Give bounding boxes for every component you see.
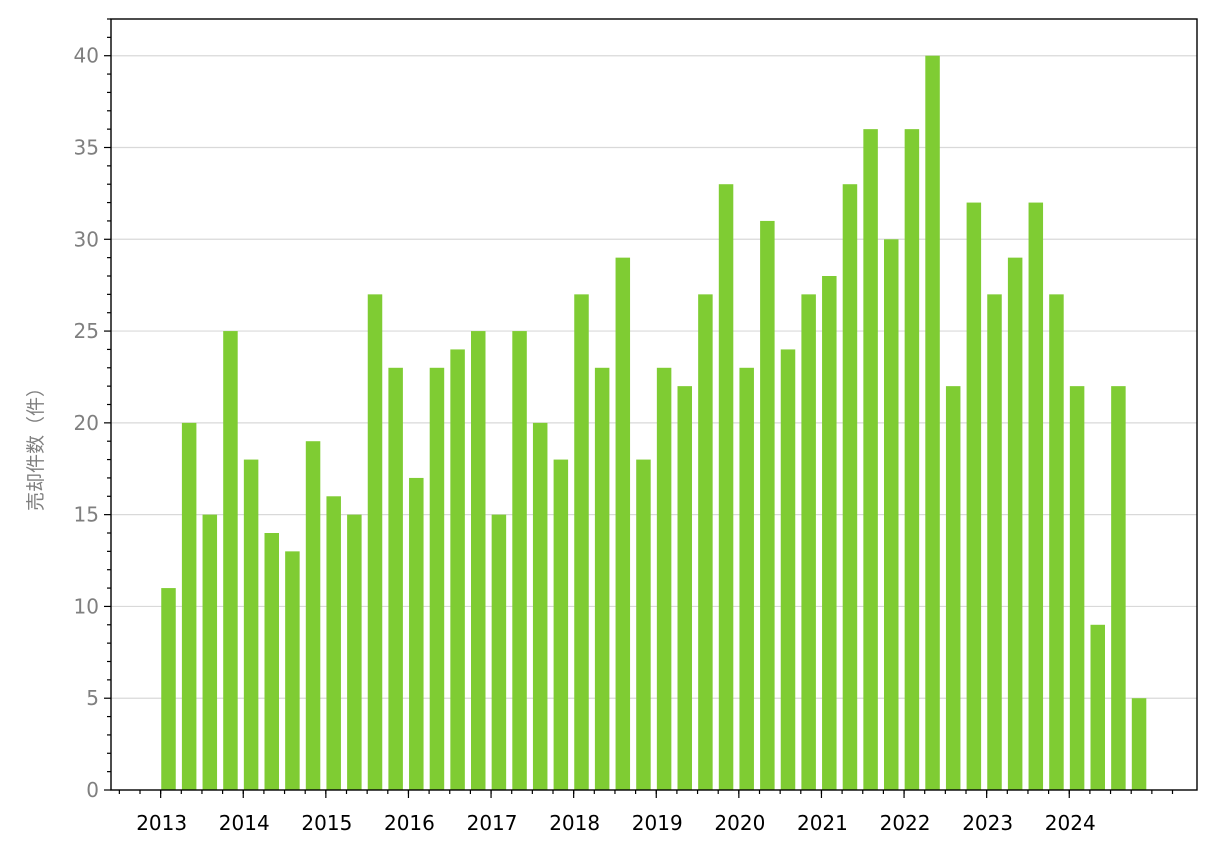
bar-2014-Q1: [243, 459, 259, 790]
bar-2022-Q4: [966, 202, 982, 791]
bar-2020-Q2: [760, 220, 775, 790]
bar-2024-Q4: [1131, 698, 1147, 790]
bar-2015-Q2: [347, 514, 362, 790]
bar-2020-Q3: [780, 349, 796, 790]
bar-2014-Q2: [264, 533, 279, 790]
bar-2017-Q4: [553, 459, 569, 790]
bar-2015-Q1: [326, 496, 341, 790]
bar-2013-Q3: [202, 514, 218, 790]
bar-2023-Q3: [1028, 202, 1044, 791]
bar-2016-Q3: [450, 349, 465, 790]
xtick-label-2024: 2024: [1045, 811, 1096, 835]
xtick-label-2023: 2023: [962, 811, 1013, 835]
ytick-label-25: 25: [74, 319, 99, 343]
bar-2015-Q4: [388, 367, 403, 790]
bar-2014-Q3: [285, 551, 300, 790]
bar-2013-Q2: [181, 422, 197, 790]
xtick-label-2020: 2020: [714, 811, 765, 835]
bar-2013-Q1: [161, 588, 176, 790]
bar-2016-Q4: [471, 331, 486, 790]
bar-2020-Q1: [739, 367, 754, 790]
ytick-label-20: 20: [74, 411, 99, 435]
y-axis-label: 売却件数（件）: [25, 378, 47, 511]
bar-2019-Q2: [677, 386, 692, 790]
bar-2024-Q2: [1090, 624, 1105, 790]
bar-2022-Q1: [904, 129, 920, 791]
bar-2018-Q3: [615, 257, 631, 791]
bar-2013-Q4: [223, 331, 238, 790]
bar-2021-Q4: [884, 239, 899, 791]
bar-2023-Q4: [1049, 294, 1064, 790]
ytick-label-10: 10: [74, 594, 99, 618]
xtick-label-2019: 2019: [632, 811, 683, 835]
ytick-label-35: 35: [74, 136, 99, 160]
xtick-label-2013: 2013: [136, 811, 187, 835]
bar-2018-Q2: [594, 367, 610, 790]
ytick-label-40: 40: [74, 44, 99, 68]
bar-2024-Q1: [1069, 386, 1085, 790]
bar-2018-Q1: [574, 294, 589, 790]
ytick-label-15: 15: [74, 503, 99, 527]
bar-2021-Q1: [822, 276, 837, 790]
bar-2017-Q2: [512, 331, 527, 790]
bar-2019-Q3: [698, 294, 713, 790]
ytick-label-0: 0: [86, 778, 99, 802]
bar-2016-Q2: [429, 367, 445, 790]
xtick-label-2016: 2016: [384, 811, 435, 835]
bar-2020-Q4: [801, 294, 816, 790]
bar-2017-Q1: [491, 514, 507, 790]
bar-2023-Q2: [1007, 257, 1023, 791]
bar-2022-Q2: [925, 55, 940, 790]
bar-2021-Q3: [863, 129, 878, 791]
xtick-label-2017: 2017: [467, 811, 518, 835]
bar-2024-Q3: [1111, 386, 1126, 790]
bar-2022-Q3: [945, 386, 961, 790]
ytick-label-5: 5: [86, 686, 99, 710]
bar-2018-Q4: [636, 459, 651, 790]
xtick-label-2018: 2018: [549, 811, 600, 835]
xtick-label-2015: 2015: [301, 811, 352, 835]
bar-2023-Q1: [987, 294, 1002, 790]
xtick-label-2014: 2014: [219, 811, 270, 835]
bar-2021-Q2: [842, 184, 858, 790]
bar-2017-Q3: [532, 422, 548, 790]
xtick-label-2022: 2022: [880, 811, 931, 835]
bars: [161, 55, 1147, 791]
bar-2015-Q3: [367, 294, 383, 790]
bar-2016-Q1: [409, 477, 424, 790]
bar-2019-Q1: [656, 367, 672, 790]
ticks: 0 5 10 15 20 25 30 35 40 2013 2014 2015 2016 2017 2018…: [74, 18, 1174, 835]
ytick-label-30: 30: [74, 227, 99, 251]
bar-2019-Q4: [718, 184, 734, 790]
xtick-label-2021: 2021: [797, 811, 848, 835]
bar-2014-Q4: [305, 441, 321, 790]
plot-frame: [110, 18, 1198, 791]
